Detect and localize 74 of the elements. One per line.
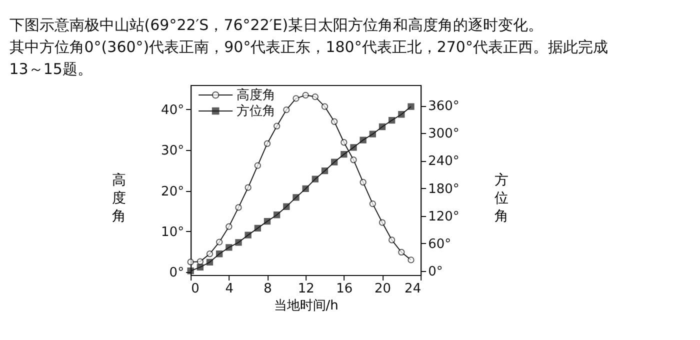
text: 下图示意南极中山站(69°22′S，76°22′E)某日太阳方位角和高度角的逐时变化。 (9, 16, 544, 34)
y-tick-label: 20° (161, 184, 184, 200)
point (312, 93, 319, 100)
point (196, 258, 204, 265)
y2-tick-label: 0° (428, 264, 443, 280)
y-tick-label: 0° (169, 266, 184, 281)
point (264, 218, 271, 225)
y2-tick-label: 120° (428, 209, 460, 224)
y-tick-label: 30° (161, 144, 184, 159)
point (254, 162, 262, 169)
point (226, 223, 232, 230)
point (331, 158, 338, 166)
point (206, 258, 214, 266)
x-tick-label: 12 (298, 282, 314, 296)
point (283, 203, 290, 210)
y-tick-label: 10° (161, 224, 184, 240)
point (274, 212, 280, 218)
point (378, 219, 386, 226)
point (292, 95, 300, 102)
legend-label: 方位角 (236, 103, 276, 119)
point (216, 238, 223, 246)
point (360, 136, 366, 144)
text: 13～15题。 (9, 60, 92, 78)
point (408, 256, 414, 264)
point (264, 140, 271, 147)
point (187, 258, 194, 266)
x-axis-title: 当地时间/h (274, 298, 338, 314)
point (388, 236, 396, 244)
y-axis-title: 高度角 (112, 172, 126, 224)
y2-tick-label: 240° (428, 154, 460, 170)
y-tick-label: 40° (161, 102, 184, 118)
point (283, 106, 290, 114)
point (369, 130, 376, 138)
point (254, 224, 262, 232)
x-tick-label: 8 (264, 282, 272, 296)
y2-tick-label: 60° (428, 236, 452, 252)
x-tick-label: 20 (374, 282, 392, 296)
point (274, 122, 280, 130)
point (321, 103, 328, 110)
point (244, 232, 252, 238)
text: 其中方位角0°(360°)代表正南，90°代表正东，180°代表正北，270°代表正西。据此完成 (9, 38, 608, 56)
point (196, 264, 204, 271)
point (206, 250, 214, 258)
point (360, 178, 366, 186)
point (340, 139, 348, 146)
x-tick-label: 4 (225, 282, 234, 296)
point (302, 92, 309, 98)
point (378, 123, 386, 130)
point (216, 250, 223, 258)
point (340, 150, 348, 158)
y2-axis-title: 方位角 (494, 172, 508, 224)
point (408, 103, 414, 110)
y2-tick-label: 360° (428, 99, 460, 114)
x-tick-label: 16 (336, 282, 353, 296)
point (292, 194, 300, 201)
point (398, 248, 405, 256)
point (235, 204, 242, 211)
point (312, 176, 319, 182)
point (226, 244, 232, 251)
point (398, 111, 405, 118)
point (350, 144, 357, 151)
point (321, 167, 328, 174)
x-tick-label: 0 (191, 282, 200, 296)
y2-tick-label: 180° (428, 182, 460, 197)
y2-tick-label: 300° (428, 126, 460, 142)
legend-label: 高度角 (236, 87, 276, 103)
point (350, 156, 357, 164)
point (388, 117, 396, 124)
point (369, 200, 376, 208)
point (302, 185, 309, 192)
point (244, 184, 252, 191)
x-tick-label: 24 (404, 282, 422, 296)
point (331, 118, 338, 125)
point (235, 239, 242, 246)
